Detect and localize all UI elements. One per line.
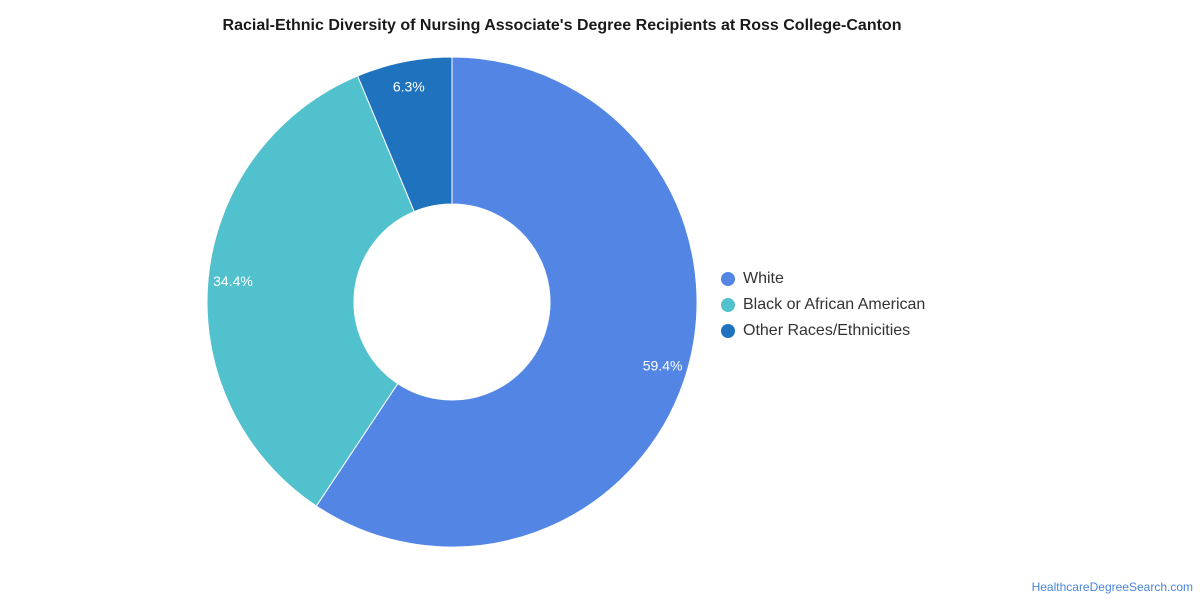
data-label-other-races-ethnicities: 6.3% (393, 78, 425, 94)
slice-other-races-ethnicities[interactable] (356, 56, 453, 213)
chart-title: Racial-Ethnic Diversity of Nursing Assoc… (222, 17, 902, 34)
legend-swatch-black-or-african-american (721, 298, 735, 312)
legend: White Black or African American Other Ra… (721, 266, 925, 344)
legend-item-black-or-african-american[interactable]: Black or African American (721, 292, 925, 318)
data-label-black-or-african-american: 34.4% (213, 273, 253, 289)
data-label-white: 59.4% (643, 358, 683, 374)
legend-swatch-white (721, 272, 735, 286)
slice-white[interactable] (315, 56, 698, 548)
legend-label-white: White (743, 270, 784, 287)
legend-swatch-other-races-ethnicities (721, 324, 735, 338)
source-link[interactable]: HealthcareDegreeSearch.com (1031, 580, 1193, 594)
legend-label-other-races-ethnicities: Other Races/Ethnicities (743, 322, 911, 339)
legend-item-white[interactable]: White (721, 266, 925, 292)
legend-label-black-or-african-american: Black or African American (743, 296, 926, 313)
legend-item-other-races-ethnicities[interactable]: Other Races/Ethnicities (721, 318, 925, 344)
slice-black-or-african-american[interactable] (206, 75, 415, 507)
